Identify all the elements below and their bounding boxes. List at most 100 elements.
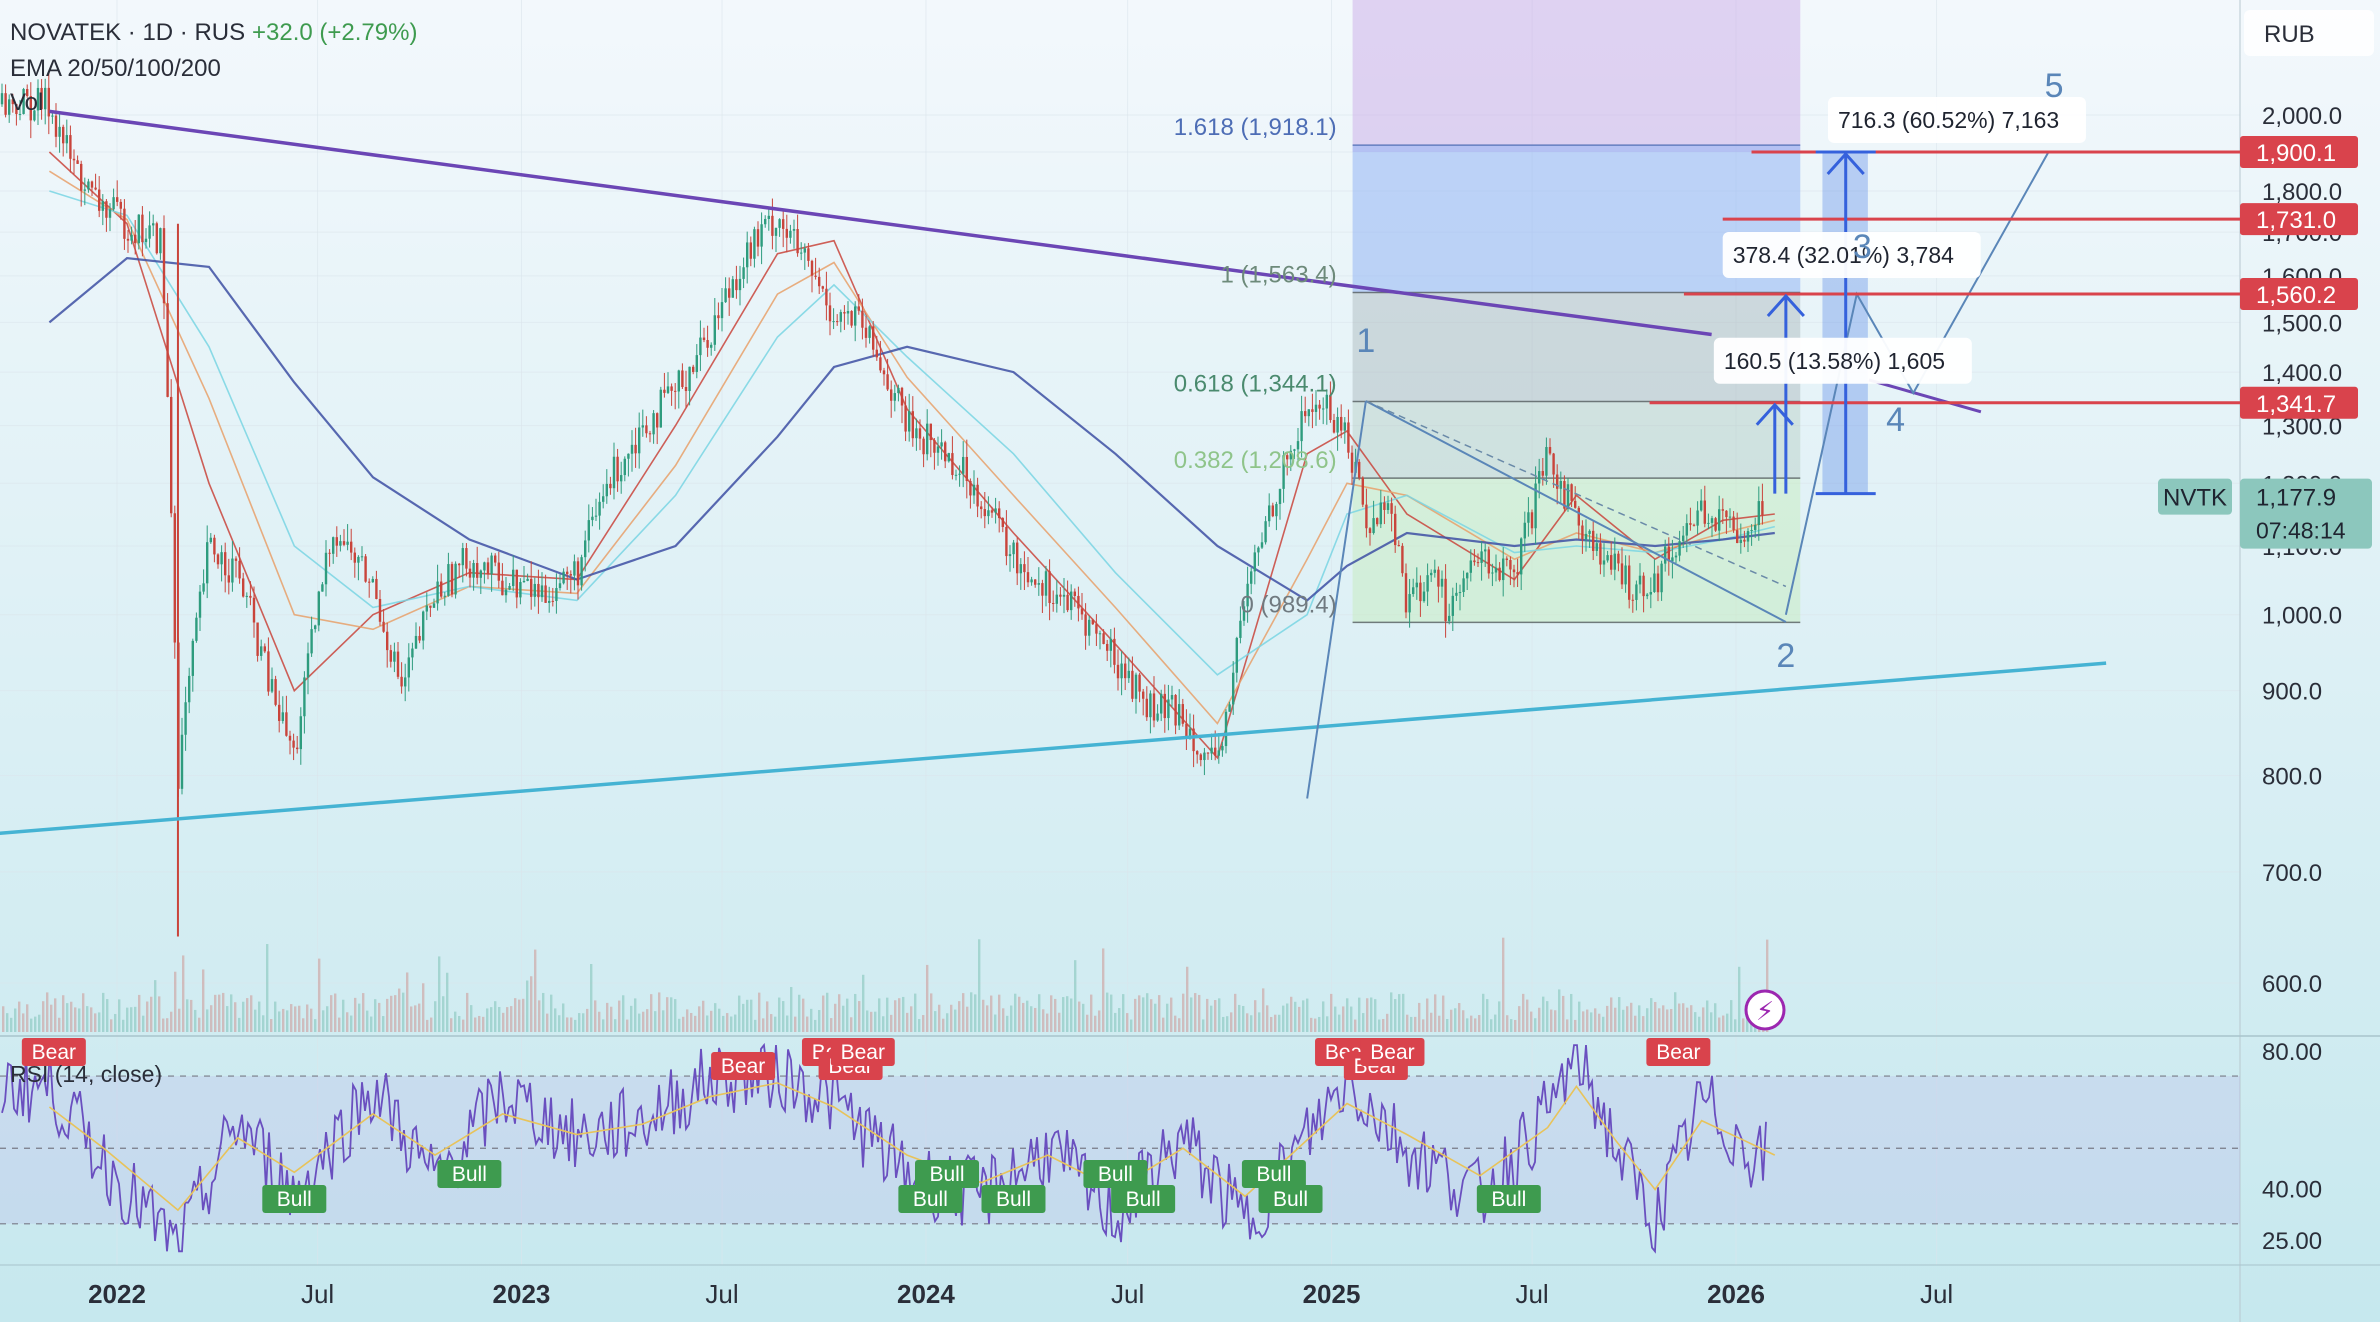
volume-bar bbox=[1462, 1010, 1465, 1032]
rsi-signal-label: Bull bbox=[277, 1188, 312, 1211]
candle-body bbox=[976, 484, 979, 507]
volume-bar bbox=[858, 1001, 861, 1032]
current-price-label: 1,177.9 bbox=[2256, 485, 2336, 512]
ema-legend[interactable]: EMA 20/50/100/200 bbox=[10, 55, 221, 82]
candle-body bbox=[245, 595, 248, 597]
volume-bar bbox=[802, 998, 805, 1032]
volume-bar bbox=[822, 995, 825, 1032]
candle-body bbox=[1282, 455, 1285, 489]
candle-body bbox=[659, 389, 662, 428]
symbol-title[interactable]: NOVATEK · 1D · RUS bbox=[10, 19, 245, 46]
volume-bar bbox=[1298, 1006, 1301, 1032]
volume-bar bbox=[474, 1017, 477, 1032]
candle-body bbox=[450, 564, 454, 595]
candle-body bbox=[713, 315, 716, 345]
candle-body bbox=[1700, 500, 1703, 511]
candle-body bbox=[328, 552, 331, 554]
candle-body bbox=[436, 581, 439, 604]
ema-lines bbox=[48, 151, 1775, 760]
candle-body bbox=[670, 386, 673, 391]
volume-bar bbox=[614, 1019, 617, 1032]
candle-body bbox=[404, 677, 407, 687]
candle-body bbox=[270, 679, 274, 692]
volume-bar bbox=[1538, 1007, 1541, 1032]
volume-bar bbox=[1406, 1014, 1409, 1032]
candle-body bbox=[1667, 546, 1670, 562]
candle-body bbox=[1332, 420, 1336, 433]
candle-body bbox=[875, 349, 878, 358]
volume-bar bbox=[1486, 999, 1489, 1032]
volume-bar bbox=[910, 1006, 913, 1032]
candle-body bbox=[530, 578, 533, 597]
volume-bar bbox=[1530, 1011, 1533, 1032]
candle-body bbox=[22, 89, 25, 114]
volume-bar bbox=[358, 1003, 361, 1032]
volume-bar bbox=[966, 1006, 969, 1032]
candle-body bbox=[411, 648, 414, 658]
volume-bar bbox=[582, 1013, 585, 1032]
lightning-circle[interactable] bbox=[1744, 989, 1786, 1031]
candle-body bbox=[447, 564, 450, 596]
candle-body bbox=[1718, 509, 1721, 531]
candle-body bbox=[206, 542, 209, 584]
volume-bar bbox=[1270, 1016, 1273, 1032]
candle-body bbox=[1556, 474, 1559, 489]
volume-bar bbox=[26, 1004, 29, 1032]
candle-body bbox=[497, 562, 500, 581]
candle-body bbox=[1638, 575, 1642, 585]
volume-bar bbox=[10, 1017, 13, 1032]
volume-bar bbox=[1542, 996, 1545, 1032]
volume-bar bbox=[578, 1013, 581, 1032]
candle-body bbox=[483, 562, 486, 571]
fib-label: 0 (989.4) bbox=[1241, 591, 1337, 618]
candle-body bbox=[1329, 394, 1332, 421]
volume-bar bbox=[1630, 1002, 1633, 1032]
volume-bar bbox=[322, 1010, 325, 1032]
volume-bar bbox=[1558, 989, 1561, 1032]
volume-bar bbox=[370, 1016, 373, 1032]
ticker-label: NVTK bbox=[2163, 485, 2227, 512]
candle-body bbox=[828, 305, 832, 322]
volume-bar bbox=[598, 1011, 601, 1032]
candle-body bbox=[1026, 572, 1030, 583]
volume-bar bbox=[1470, 1015, 1473, 1032]
volume-bar bbox=[418, 1003, 421, 1032]
lightning-button[interactable]: ⚡ bbox=[1744, 989, 1786, 1031]
volume-legend[interactable]: Vol bbox=[10, 89, 43, 116]
candle-body bbox=[1610, 555, 1613, 570]
price-level-badge bbox=[2240, 278, 2358, 311]
volume-bar bbox=[226, 1006, 229, 1032]
candle-body bbox=[317, 591, 320, 626]
candle-body bbox=[1113, 638, 1116, 665]
volume-bar bbox=[1706, 1000, 1709, 1032]
volume-bar bbox=[606, 1002, 609, 1032]
candle-body bbox=[1469, 560, 1472, 573]
currency-box[interactable] bbox=[2244, 10, 2374, 56]
candle-body bbox=[216, 554, 220, 565]
candle-body bbox=[1311, 409, 1314, 412]
volume-bar bbox=[1006, 1015, 1009, 1032]
candle-body bbox=[260, 646, 263, 656]
volume-bar bbox=[586, 1008, 589, 1032]
candle-body bbox=[630, 444, 634, 454]
candle-body bbox=[62, 126, 65, 144]
rsi-ma-line bbox=[48, 1082, 1776, 1212]
price-tick: 1,400.0 bbox=[2262, 360, 2342, 387]
volume-bar bbox=[310, 1008, 313, 1032]
candle-body bbox=[656, 413, 659, 428]
volume-bar bbox=[1402, 993, 1405, 1032]
lightning-icon[interactable]: ⚡ bbox=[1756, 997, 1774, 1027]
candle-body bbox=[1361, 477, 1364, 505]
candle-body bbox=[213, 537, 216, 555]
candle-body bbox=[832, 321, 835, 323]
currency-label[interactable]: RUB bbox=[2264, 21, 2315, 48]
volume-bar bbox=[362, 993, 365, 1032]
volume-bar bbox=[1146, 993, 1149, 1032]
volume-bar bbox=[166, 1018, 169, 1032]
candle-body bbox=[346, 541, 349, 545]
candle-body bbox=[602, 496, 605, 502]
currency-button[interactable]: RUB bbox=[2244, 10, 2374, 56]
candle-body bbox=[580, 557, 583, 586]
candle-body bbox=[1520, 538, 1523, 575]
